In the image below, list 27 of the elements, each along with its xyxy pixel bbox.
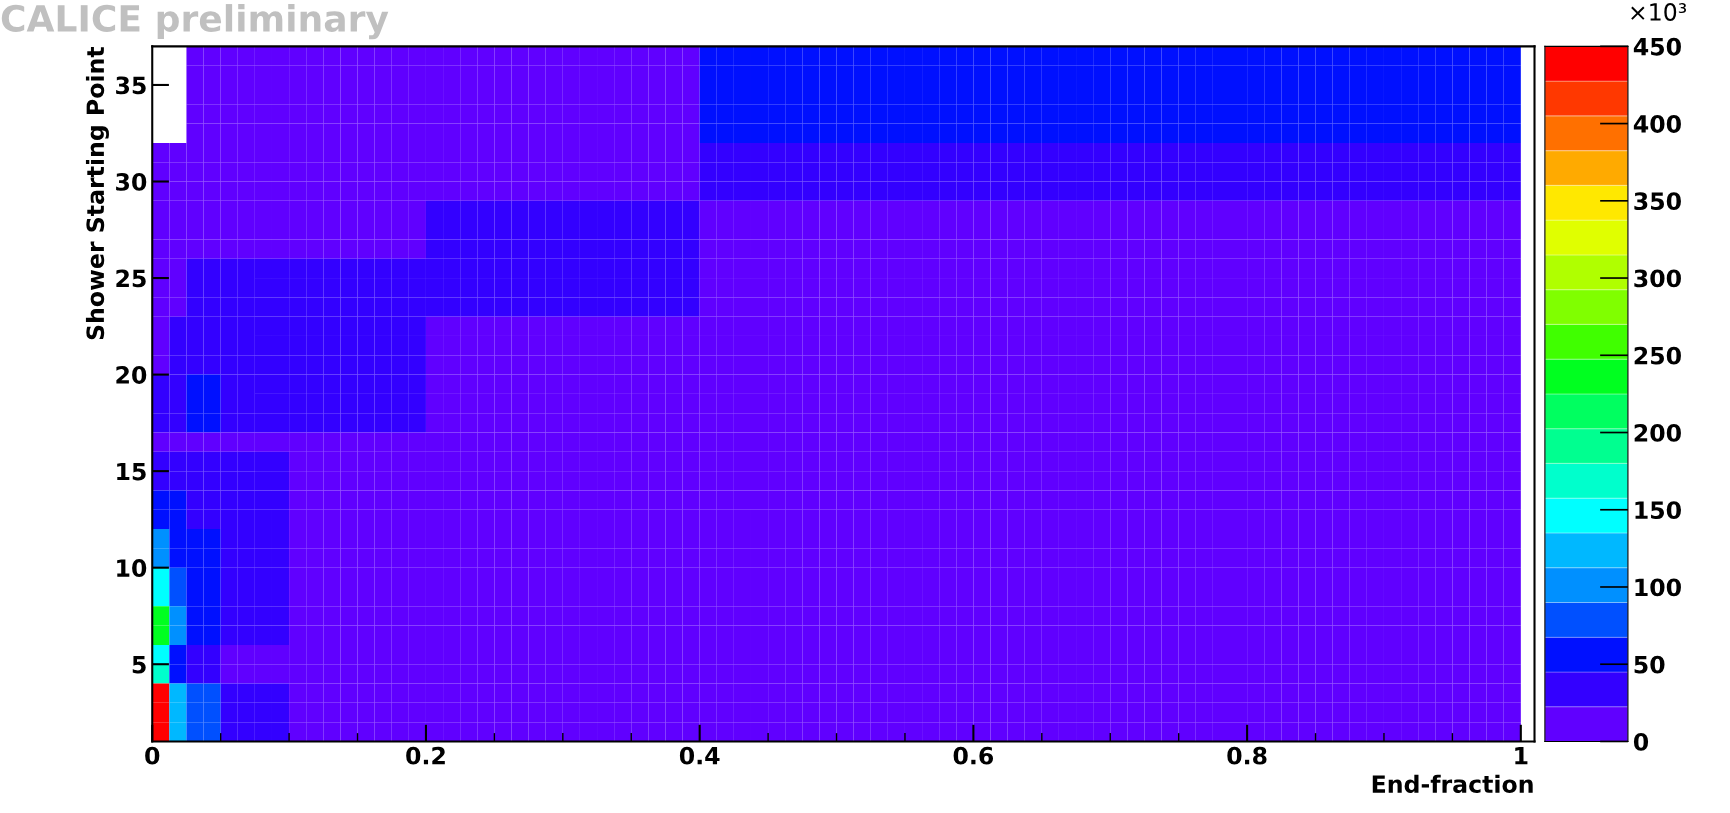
x-tick-label: 0.4 (679, 746, 720, 765)
y-tick-label: 10 (117, 559, 147, 577)
color-bar-label: 100 (1635, 578, 1681, 597)
x-axis-title: End-fraction (1372, 774, 1533, 793)
color-bar-label: 200 (1634, 423, 1681, 442)
y-tick-label: 15 (117, 462, 146, 481)
color-bar-label: 300 (1634, 269, 1681, 288)
color-bar-title: ×10³ (1631, 3, 1687, 21)
color-bar-label: 0 (1633, 732, 1649, 751)
color-bar-label: 400 (1633, 115, 1681, 133)
color-bar-label: 150 (1635, 501, 1681, 520)
y-axis-title: Shower Starting Point (85, 46, 109, 340)
color-bar-label: 350 (1634, 192, 1681, 211)
y-tick-label: 25 (116, 269, 146, 288)
x-tick-label: 0.6 (953, 746, 994, 765)
x-tick-label: 0.2 (406, 746, 445, 765)
y-tick-label: 35 (116, 76, 146, 95)
color-bar-label: 450 (1633, 37, 1681, 56)
x-tick-label: 0.8 (1227, 746, 1267, 765)
y-tick-label: 20 (116, 366, 147, 384)
color-bar-label: 250 (1634, 346, 1681, 365)
chart-title: CALICE preliminary (1, 4, 389, 40)
x-tick-label: 0 (145, 746, 160, 765)
x-tick-label: 1 (1515, 747, 1528, 765)
y-tick-label: 5 (132, 655, 146, 674)
color-bar-label: 50 (1634, 655, 1665, 674)
y-tick-label: 30 (116, 172, 147, 191)
